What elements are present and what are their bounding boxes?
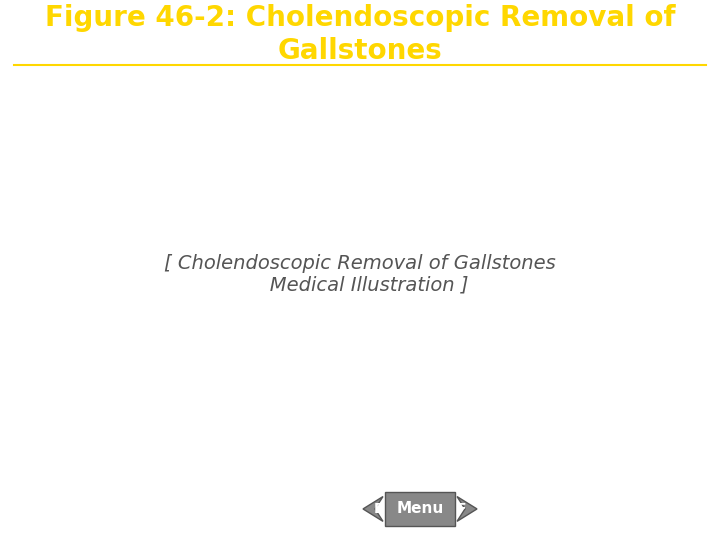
Text: [ Cholendoscopic Removal of Gallstones
   Medical Illustration ]: [ Cholendoscopic Removal of Gallstones M… bbox=[164, 254, 556, 294]
Text: F: F bbox=[456, 502, 466, 516]
Text: Figure 46-2: Cholendoscopic Removal of: Figure 46-2: Cholendoscopic Removal of bbox=[45, 4, 675, 31]
Text: B: B bbox=[374, 502, 384, 516]
Text: Gallstones: Gallstones bbox=[278, 37, 442, 65]
Polygon shape bbox=[457, 497, 477, 522]
Text: Menu: Menu bbox=[397, 502, 444, 516]
FancyBboxPatch shape bbox=[385, 491, 455, 526]
Polygon shape bbox=[363, 497, 383, 522]
